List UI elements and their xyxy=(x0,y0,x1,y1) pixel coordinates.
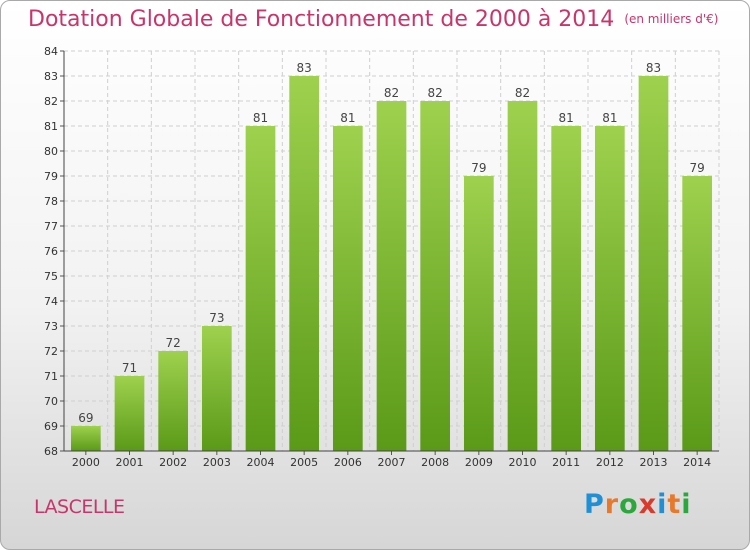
y-tick-label: 69 xyxy=(44,420,58,433)
value-label-2008: 82 xyxy=(428,86,443,100)
value-label-2014: 79 xyxy=(690,161,705,175)
y-tick-label: 75 xyxy=(44,270,58,283)
y-tick-label: 72 xyxy=(44,345,58,358)
value-label-2012: 81 xyxy=(602,111,617,125)
x-tick-label-2002: 2002 xyxy=(159,456,187,469)
value-label-2009: 79 xyxy=(471,161,486,175)
logo-letter: i xyxy=(657,489,668,520)
x-tick-label-2005: 2005 xyxy=(290,456,318,469)
commune-name: LASCELLE xyxy=(34,496,125,518)
x-tick-label-2011: 2011 xyxy=(552,456,580,469)
x-tick-label-2000: 2000 xyxy=(72,456,100,469)
bar-2012[interactable] xyxy=(594,126,625,451)
x-tick-label-2009: 2009 xyxy=(465,456,493,469)
y-tick-label: 77 xyxy=(44,220,58,233)
bar-2009[interactable] xyxy=(463,176,494,451)
y-tick-label: 83 xyxy=(44,70,58,83)
y-tick-label: 71 xyxy=(44,370,58,383)
bar-2007[interactable] xyxy=(376,101,407,451)
value-label-2010: 82 xyxy=(515,86,530,100)
x-tick-label-2014: 2014 xyxy=(683,456,711,469)
chart-title-main: Dotation Globale de Fonctionnement de 20… xyxy=(28,7,615,32)
logo-letter: r xyxy=(604,489,620,520)
value-label-2001: 71 xyxy=(122,361,137,375)
value-label-2004: 81 xyxy=(253,111,268,125)
x-tick-label-2007: 2007 xyxy=(378,456,406,469)
y-tick-label: 74 xyxy=(44,295,58,308)
value-label-2000: 69 xyxy=(78,411,93,425)
y-tick-label: 82 xyxy=(44,95,58,108)
x-tick-label-2010: 2010 xyxy=(509,456,537,469)
y-tick-label: 70 xyxy=(44,395,58,408)
value-label-2003: 73 xyxy=(209,311,224,325)
x-tick-label-2003: 2003 xyxy=(203,456,231,469)
chart-title-unit: (en milliers d'€) xyxy=(624,12,719,26)
bar-2006[interactable] xyxy=(332,126,363,451)
y-tick-label: 79 xyxy=(44,170,58,183)
chart-title: Dotation Globale de Fonctionnement de 20… xyxy=(28,7,718,32)
bar-2010[interactable] xyxy=(507,101,538,451)
y-tick-label: 80 xyxy=(44,145,58,158)
bar-2011[interactable] xyxy=(551,126,582,451)
value-label-2006: 81 xyxy=(340,111,355,125)
bars: 69 71 72 73 81 83 81 82 82 79 82 81 81 83 79 xyxy=(70,61,713,451)
value-label-2011: 81 xyxy=(559,111,574,125)
bar-2002[interactable] xyxy=(158,351,189,451)
axes: 68 69 70 71 72 73 74 75 76 77 78 79 80 81 82 83 84 2000 20… xyxy=(44,45,719,469)
value-label-2002: 72 xyxy=(166,336,181,350)
x-tick-label-2008: 2008 xyxy=(421,456,449,469)
y-tick-label: 73 xyxy=(44,320,58,333)
bar-2014[interactable] xyxy=(682,176,713,451)
logo-letter: x xyxy=(638,489,658,520)
y-tick-label: 76 xyxy=(44,245,58,258)
bar-2013[interactable] xyxy=(638,76,669,451)
bar-2004[interactable] xyxy=(245,126,276,451)
y-tick-label: 78 xyxy=(44,195,58,208)
bar-2005[interactable] xyxy=(289,76,320,451)
y-tick-label: 84 xyxy=(44,45,58,58)
logo-letter: t xyxy=(667,489,682,520)
value-label-2007: 82 xyxy=(384,86,399,100)
value-label-2013: 83 xyxy=(646,61,661,75)
y-tick-label: 81 xyxy=(44,120,58,133)
x-tick-label-2013: 2013 xyxy=(640,456,668,469)
proxiti-logo[interactable]: Proxiti xyxy=(584,489,692,520)
bar-2003[interactable] xyxy=(201,326,232,451)
logo-letter: o xyxy=(619,489,639,520)
y-tick-label: 68 xyxy=(44,445,58,458)
bar-2001[interactable] xyxy=(114,376,145,451)
x-tick-label-2012: 2012 xyxy=(596,456,624,469)
x-tick-label-2001: 2001 xyxy=(116,456,144,469)
logo-letter: i xyxy=(681,489,692,520)
bar-2008[interactable] xyxy=(420,101,451,451)
value-label-2005: 83 xyxy=(297,61,312,75)
bar-2000[interactable] xyxy=(70,426,101,451)
x-tick-label-2004: 2004 xyxy=(247,456,275,469)
x-tick-label-2006: 2006 xyxy=(334,456,362,469)
logo-letter: P xyxy=(584,489,605,520)
